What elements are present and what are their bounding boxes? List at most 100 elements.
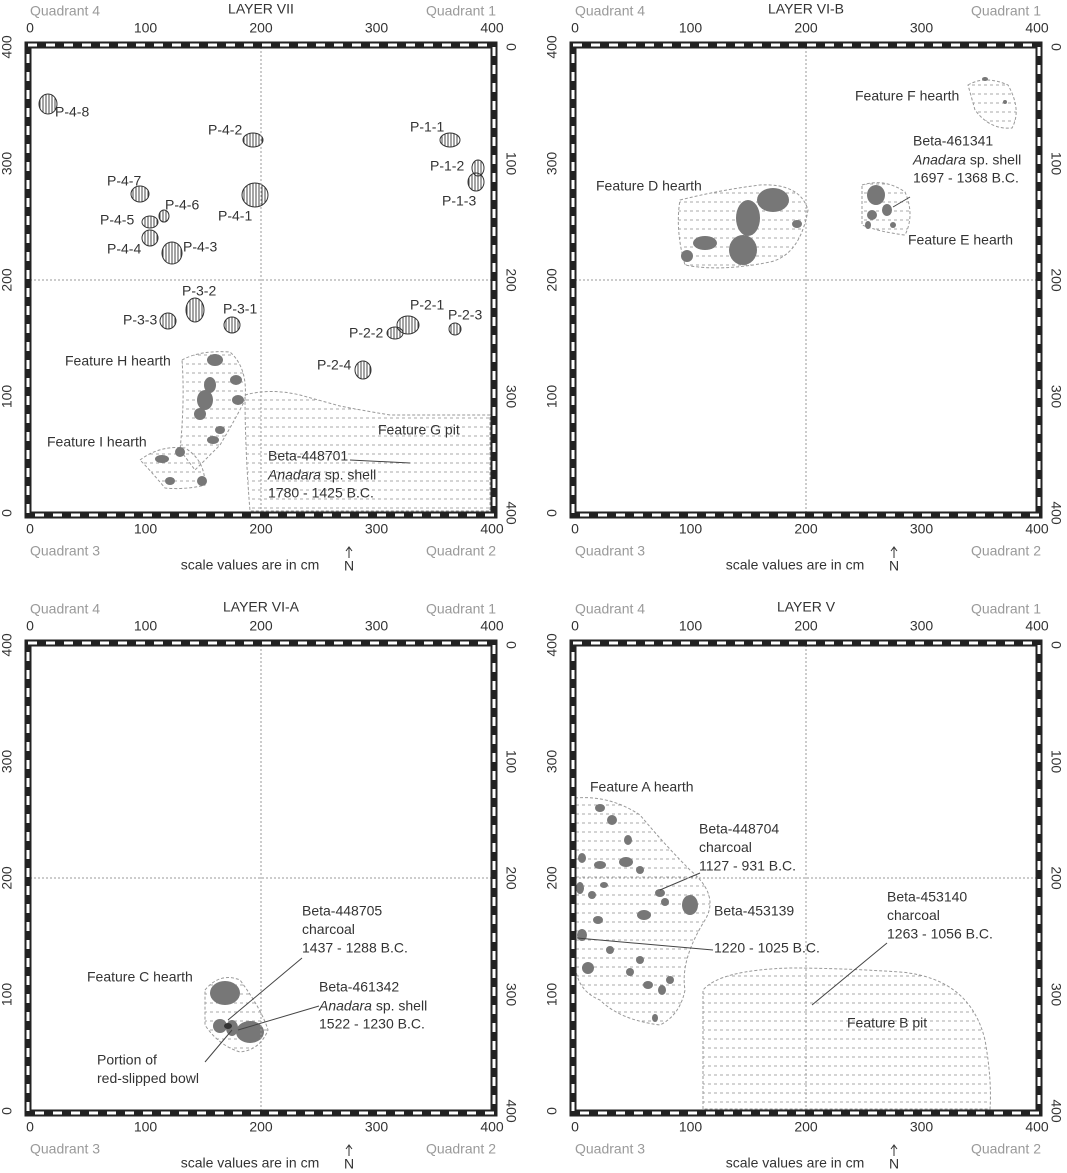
feature-label: P-2-4	[317, 357, 351, 373]
stone	[661, 898, 669, 906]
quadrant-label: Quadrant 1	[426, 3, 496, 19]
stone	[213, 1019, 227, 1033]
panel-title: LAYER V	[777, 599, 836, 615]
feature-label: P-2-1	[410, 297, 444, 313]
right-tick-label: 400	[503, 501, 519, 525]
left-tick-label: 100	[0, 385, 15, 409]
north-arrow	[890, 546, 898, 558]
stone	[207, 436, 219, 444]
top-tick-label: 400	[480, 20, 504, 36]
left-tick-label: 0	[0, 1107, 15, 1115]
stone	[204, 377, 216, 393]
bottom-tick-label: 400	[1025, 521, 1049, 537]
bottom-tick-label: 100	[679, 1119, 703, 1135]
stone	[197, 476, 207, 486]
quadrant-label: Quadrant 2	[426, 543, 496, 559]
stone	[681, 250, 693, 262]
stone	[1003, 100, 1007, 104]
stone	[595, 804, 605, 812]
bottom-tick-label: 200	[249, 1119, 273, 1135]
feature-label: Portion of	[97, 1052, 157, 1068]
feature-label: Beta-448701	[268, 448, 348, 464]
top-tick-label: 300	[910, 20, 934, 36]
right-tick-label: 200	[503, 866, 519, 890]
stone	[982, 77, 988, 81]
left-tick-label: 400	[544, 35, 560, 59]
feature-label: Anadara sp. shell	[912, 151, 1021, 167]
top-tick-label: 100	[679, 20, 703, 36]
left-tick-label: 300	[0, 750, 15, 774]
right-tick-label: 300	[1048, 385, 1064, 409]
post-hole	[38, 93, 58, 115]
leader-line	[349, 459, 411, 464]
quadrant-label: Quadrant 1	[426, 601, 496, 617]
right-tick-label: 0	[503, 641, 519, 649]
feature-label: P-1-2	[430, 158, 464, 174]
stone	[207, 354, 223, 366]
feature-label: Beta-461341	[913, 133, 993, 149]
stone	[600, 882, 608, 888]
top-tick-label: 0	[571, 618, 579, 634]
right-tick-label: 200	[503, 268, 519, 292]
bottom-tick-label: 0	[26, 521, 34, 537]
left-tick-label: 0	[544, 1107, 560, 1115]
stone	[666, 976, 674, 984]
bottom-tick-label: 400	[1025, 1119, 1049, 1135]
feature-label: P-1-3	[442, 193, 476, 209]
bottom-tick-label: 0	[571, 521, 579, 537]
feature-label: Feature B pit	[847, 1015, 927, 1031]
stone	[882, 204, 892, 216]
leader-line	[576, 937, 714, 951]
stone	[175, 447, 185, 457]
post-hole	[185, 297, 205, 323]
feature-label: Feature I hearth	[47, 434, 147, 450]
feature-label: Feature G pit	[378, 422, 460, 438]
feature-label: Beta-461342	[319, 979, 399, 995]
left-tick-label: 400	[0, 633, 15, 657]
north-label: N	[344, 558, 354, 574]
stone	[582, 962, 594, 974]
leader-line	[204, 1029, 233, 1063]
feature-label: Feature D hearth	[596, 178, 702, 194]
north-arrow	[345, 546, 353, 558]
stone	[624, 835, 632, 845]
bowl-fragment	[224, 1023, 232, 1029]
quadrant-label: Quadrant 4	[575, 601, 645, 617]
feature-label: Anadara sp. shell	[267, 466, 376, 482]
stone	[230, 375, 242, 385]
feature-label: charcoal	[302, 921, 355, 937]
feature-label: 1780 - 1425 B.C.	[268, 485, 374, 501]
stone	[867, 185, 885, 205]
stone	[232, 395, 244, 405]
north-label: N	[344, 1156, 354, 1172]
right-tick-label: 400	[1048, 1099, 1064, 1123]
scale-note: scale values are in cm	[726, 557, 865, 573]
frame	[24, 41, 498, 519]
feature-label: P-4-3	[183, 239, 217, 255]
right-tick-label: 100	[503, 152, 519, 176]
species-name: Anadara	[912, 151, 966, 167]
panel-title: LAYER VII	[228, 1, 294, 17]
panel: LAYER VII Quadrant 4 Quadrant 1 Quadrant 3 Q…	[0, 1, 519, 574]
right-tick-label: 0	[503, 43, 519, 51]
feature-label: P-4-7	[107, 173, 141, 189]
feature-boundary	[179, 351, 246, 471]
stone	[682, 895, 698, 915]
panel-title: LAYER VI-B	[768, 1, 844, 17]
top-tick-label: 300	[910, 618, 934, 634]
bottom-tick-label: 300	[365, 1119, 389, 1135]
quadrant-label: Quadrant 3	[575, 543, 645, 559]
post-hole	[354, 360, 372, 380]
stone	[576, 882, 584, 894]
post-hole	[161, 241, 183, 265]
species-name: Anadara	[267, 466, 321, 482]
stone	[626, 968, 634, 976]
feature-label: red-slipped bowl	[97, 1070, 199, 1086]
feature-label: Feature E hearth	[908, 232, 1013, 248]
stone	[736, 200, 760, 236]
stone	[619, 857, 633, 867]
stone	[606, 946, 614, 954]
feature-label: P-4-6	[165, 197, 199, 213]
stone	[890, 222, 896, 228]
stone	[215, 426, 225, 434]
